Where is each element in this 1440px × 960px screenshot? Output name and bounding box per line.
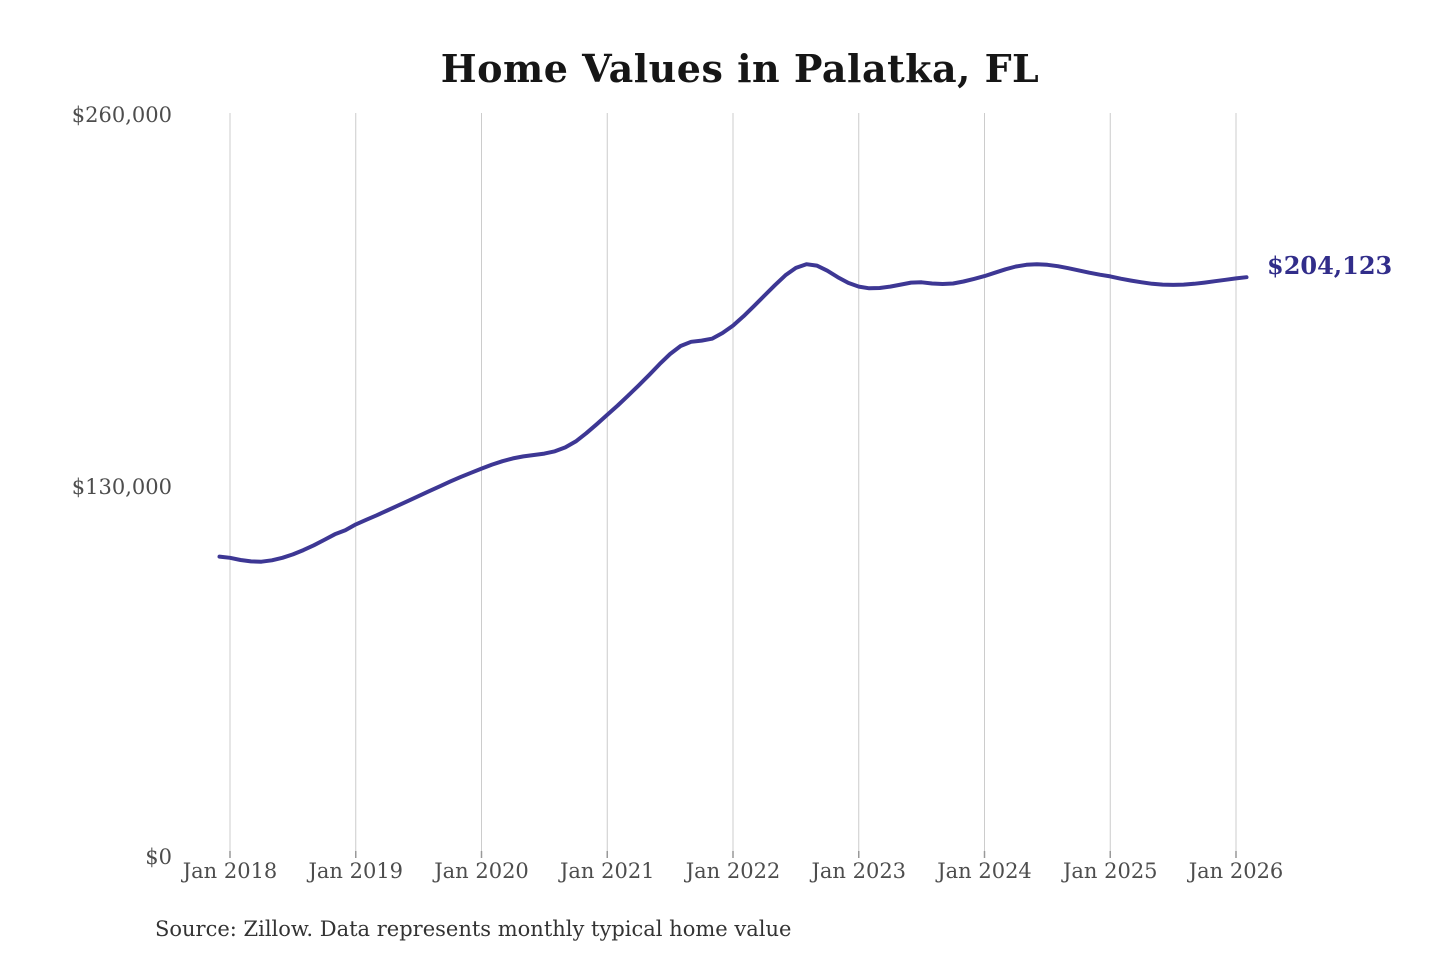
x-axis-label-jan-2022: Jan 2022 <box>685 859 781 883</box>
y-axis-label-0: $0 <box>145 845 172 869</box>
x-axis-label-jan-2021: Jan 2021 <box>559 859 655 883</box>
x-axis-label-jan-2024: Jan 2024 <box>937 859 1032 883</box>
home-value-line <box>217 262 1249 564</box>
x-axis-label-jan-2025: Jan 2025 <box>1062 859 1158 883</box>
vertical-gridlines <box>229 113 1237 851</box>
x-axis-label-jan-2020: Jan 2020 <box>434 859 529 883</box>
y-axis-label-130000: $130,000 <box>71 475 172 499</box>
x-axis-label-jan-2023: Jan 2023 <box>811 859 907 883</box>
x-axis-label-jan-2018: Jan 2018 <box>182 859 278 883</box>
x-axis-tick-marks <box>229 851 1237 858</box>
y-axis-label-260000: $260,000 <box>71 103 172 127</box>
source-note: Source: Zillow. Data represents monthly … <box>155 917 792 941</box>
x-axis-label-jan-2026: Jan 2026 <box>1188 859 1284 883</box>
chart-title: Home Values in Palatka, FL <box>440 46 1040 91</box>
x-axis-label-jan-2019: Jan 2019 <box>308 859 404 883</box>
latest-value-label: $204,123 <box>1267 251 1393 280</box>
